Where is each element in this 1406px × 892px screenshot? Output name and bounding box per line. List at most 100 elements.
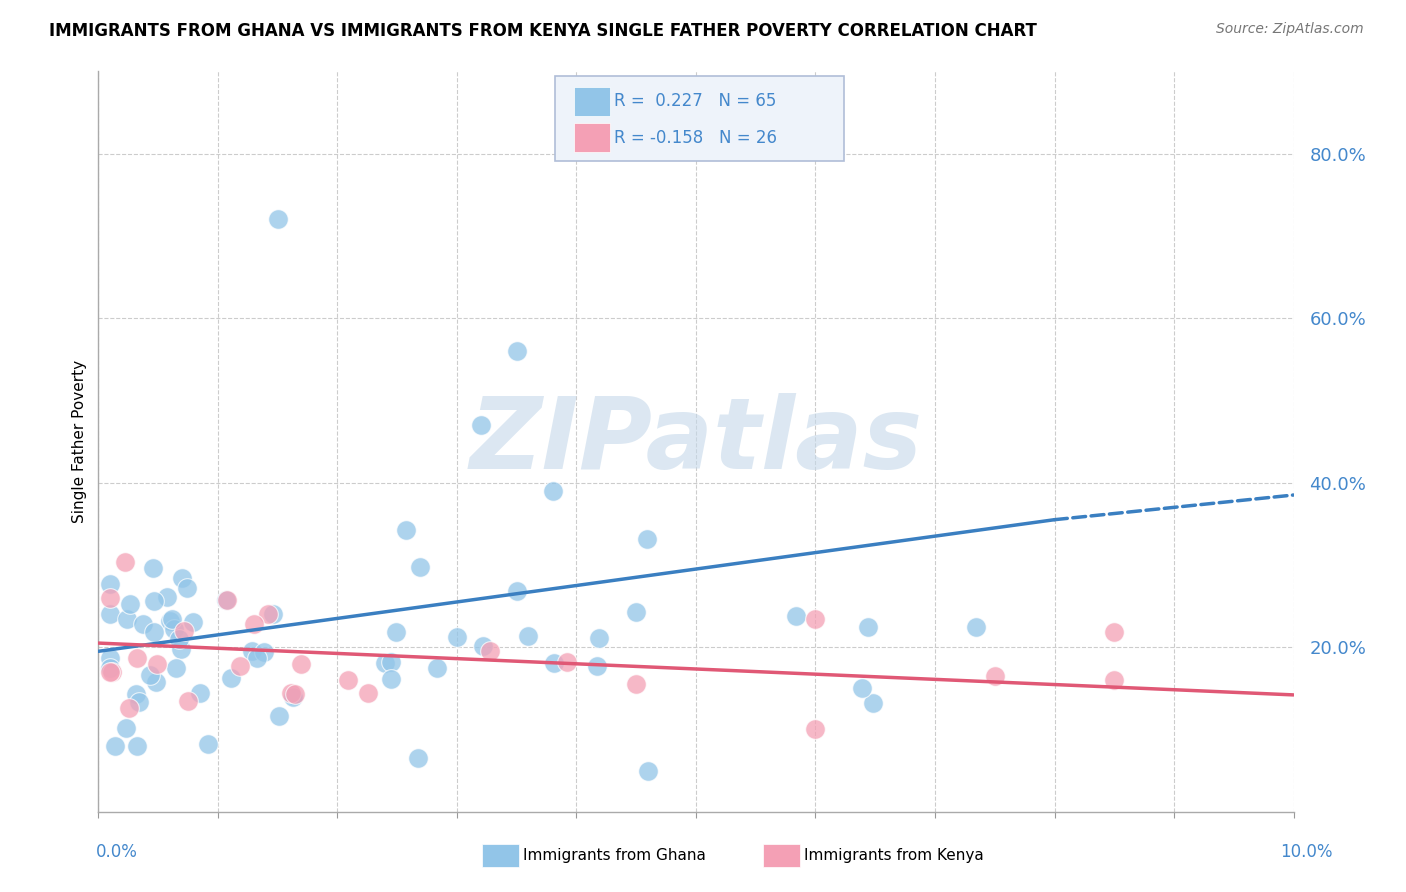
Point [197, 737, 219, 751]
Text: 0.0%: 0.0% [96, 843, 138, 861]
Point [219, 671, 242, 685]
Point [637, 764, 659, 778]
Point [160, 611, 183, 625]
Point [380, 672, 402, 686]
Point [163, 622, 186, 636]
Point [170, 571, 193, 585]
Point [176, 581, 198, 595]
Point [253, 645, 276, 659]
Point [262, 607, 284, 622]
Point [115, 612, 138, 626]
Point [280, 686, 302, 700]
Point [98, 661, 122, 675]
Point [862, 697, 884, 711]
Point [114, 555, 136, 569]
Point [543, 657, 565, 671]
Point [173, 624, 195, 638]
Point [245, 651, 267, 665]
Point [165, 661, 187, 675]
Point [101, 665, 124, 679]
Point [183, 615, 205, 630]
Point [851, 681, 873, 695]
Point [394, 523, 416, 537]
Point [159, 615, 181, 629]
Point [145, 675, 167, 690]
Point [125, 687, 148, 701]
Point [636, 533, 658, 547]
Point [104, 739, 127, 753]
Point [506, 344, 529, 359]
Point [128, 695, 150, 709]
Y-axis label: Single Father Poverty: Single Father Poverty [72, 360, 87, 523]
Point [586, 659, 609, 673]
Point [125, 739, 148, 753]
Text: Immigrants from Kenya: Immigrants from Kenya [804, 848, 984, 863]
Point [856, 620, 879, 634]
Point [472, 639, 495, 653]
Point [357, 685, 380, 699]
Point [118, 598, 141, 612]
Point [269, 708, 291, 723]
Point [281, 688, 304, 702]
Point [228, 658, 250, 673]
Point [506, 584, 529, 599]
Point [984, 669, 1007, 683]
Point [139, 667, 162, 681]
Point [142, 561, 165, 575]
Point [965, 620, 987, 634]
Point [1104, 673, 1126, 687]
Point [409, 559, 432, 574]
Point [284, 687, 307, 701]
Point [98, 607, 122, 621]
Point [555, 655, 578, 669]
Point [132, 616, 155, 631]
Point [516, 629, 538, 643]
Point [804, 723, 827, 737]
Point [446, 630, 468, 644]
Point [541, 483, 564, 498]
Point [243, 617, 266, 632]
Point [380, 655, 402, 669]
Point [98, 665, 122, 679]
Point [785, 609, 807, 624]
Point [98, 577, 122, 591]
Point [470, 418, 492, 433]
Text: IMMIGRANTS FROM GHANA VS IMMIGRANTS FROM KENYA SINGLE FATHER POVERTY CORRELATION: IMMIGRANTS FROM GHANA VS IMMIGRANTS FROM… [49, 22, 1038, 40]
Text: 10.0%: 10.0% [1281, 843, 1333, 861]
Point [146, 657, 169, 672]
Point [257, 607, 280, 621]
Point [626, 605, 648, 619]
Point [374, 656, 396, 670]
Point [426, 661, 449, 675]
Point [240, 644, 263, 658]
Text: Source: ZipAtlas.com: Source: ZipAtlas.com [1216, 22, 1364, 37]
Point [215, 593, 238, 607]
Point [385, 624, 408, 639]
Point [215, 592, 238, 607]
Point [118, 701, 141, 715]
Text: R = -0.158   N = 26: R = -0.158 N = 26 [614, 128, 778, 146]
Point [804, 612, 827, 626]
Text: ZIPatlas: ZIPatlas [470, 393, 922, 490]
Point [283, 690, 305, 705]
Point [337, 673, 360, 687]
Point [143, 594, 166, 608]
Point [267, 212, 290, 227]
Point [626, 677, 648, 691]
Point [125, 651, 148, 665]
Text: Immigrants from Ghana: Immigrants from Ghana [523, 848, 706, 863]
Point [142, 624, 165, 639]
Point [479, 644, 502, 658]
Text: R =  0.227   N = 65: R = 0.227 N = 65 [614, 92, 776, 111]
Point [1104, 625, 1126, 640]
Point [170, 642, 193, 657]
Point [167, 632, 190, 646]
Point [114, 721, 136, 735]
Point [177, 694, 200, 708]
Point [188, 686, 211, 700]
Point [98, 591, 122, 605]
Point [588, 631, 610, 645]
Point [98, 650, 122, 665]
Point [290, 657, 312, 671]
Point [408, 751, 430, 765]
